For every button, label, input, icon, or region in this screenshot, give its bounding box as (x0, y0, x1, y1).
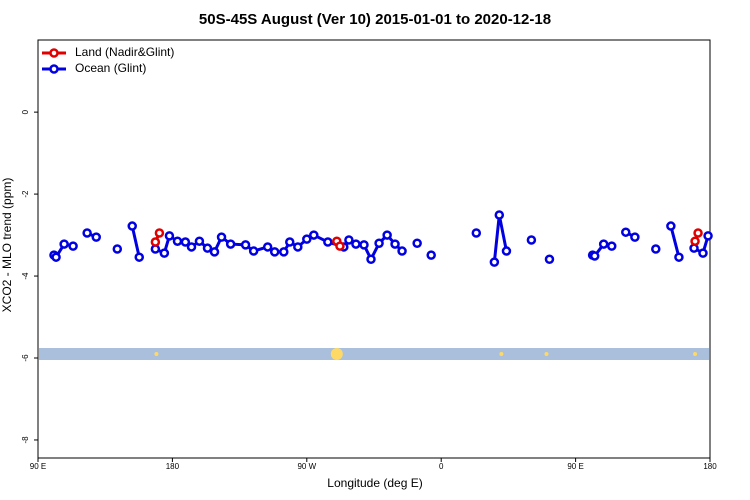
data-point (112, 244, 123, 254)
series-line (52, 214, 710, 263)
data-point (489, 257, 500, 267)
data-point (693, 228, 703, 238)
data-point (471, 228, 482, 238)
data-point (397, 246, 407, 256)
data-point (494, 210, 505, 220)
band-marker (693, 352, 698, 356)
x-tick-label: 180 (166, 462, 180, 471)
data-point (154, 228, 165, 238)
data-point (279, 247, 289, 257)
x-axis-label: Longitude (deg E) (327, 476, 422, 490)
x-tick-label: 90 W (297, 462, 316, 471)
data-point (651, 244, 661, 254)
data-point (68, 241, 78, 251)
data-point (412, 238, 422, 249)
x-tick-label: 180 (703, 462, 717, 471)
band-marker (154, 352, 159, 356)
data-point (150, 237, 161, 247)
data-point (59, 239, 69, 249)
chart-title: 50S-45S August (Ver 10) 2015-01-01 to 20… (199, 11, 551, 28)
data-point (82, 228, 92, 238)
data-point (544, 254, 555, 264)
x-tick-label: 90 E (30, 462, 46, 471)
data-point (698, 248, 708, 258)
legend-marker (49, 48, 59, 58)
x-tick-label: 0 (439, 462, 444, 471)
data-point (598, 239, 609, 249)
data-point (426, 250, 436, 260)
y-tick-label: -6 (21, 354, 30, 362)
legend-label: Ocean (Glint) (75, 61, 146, 75)
data-point (703, 231, 713, 241)
y-tick-label: -4 (21, 272, 30, 280)
data-point (526, 235, 537, 245)
data-point (127, 221, 137, 231)
data-point (621, 227, 631, 237)
data-point (202, 243, 213, 253)
data-point (194, 236, 205, 246)
data-point (159, 248, 170, 258)
data-point (335, 241, 345, 251)
data-point (172, 236, 183, 246)
y-tick-label: -8 (21, 436, 30, 444)
data-point (382, 230, 392, 240)
data-point (91, 232, 101, 242)
data-point (589, 251, 600, 261)
data-point (248, 246, 259, 256)
band-marker (544, 352, 549, 356)
data-point (262, 242, 273, 252)
data-point (134, 252, 144, 262)
data-point (225, 239, 236, 249)
y-tick-label: 0 (21, 109, 30, 114)
y-tick-label: -2 (21, 190, 30, 198)
plot-frame (37, 39, 711, 459)
data-point (209, 247, 220, 257)
data-point (285, 237, 295, 247)
data-point (666, 221, 676, 231)
data-point (674, 252, 684, 262)
data-point (323, 237, 333, 247)
legend-label: Land (Nadir&Glint) (75, 45, 174, 59)
indicator-band (39, 348, 709, 360)
data-point (180, 237, 191, 247)
data-point (344, 235, 354, 245)
data-point (309, 230, 319, 240)
legend-marker (49, 64, 59, 74)
data-point (293, 242, 303, 252)
band-marker (330, 348, 343, 360)
data-point (366, 254, 376, 264)
data-point (186, 242, 197, 252)
data-point (630, 232, 640, 242)
data-point (501, 246, 512, 256)
data-point (359, 240, 369, 250)
data-point (606, 241, 617, 251)
data-point (240, 240, 251, 250)
data-point (690, 236, 700, 246)
data-point (216, 232, 227, 242)
data-point (302, 234, 312, 244)
data-point (164, 231, 175, 241)
data-point (390, 239, 400, 249)
data-point (51, 252, 61, 262)
x-tick-label: 90 E (567, 462, 583, 471)
data-point (374, 238, 384, 249)
data-point (269, 247, 280, 257)
data-point (351, 239, 361, 249)
band-marker (499, 352, 504, 356)
y-axis-label: XCO2 - MLO trend (ppm) (0, 178, 14, 313)
